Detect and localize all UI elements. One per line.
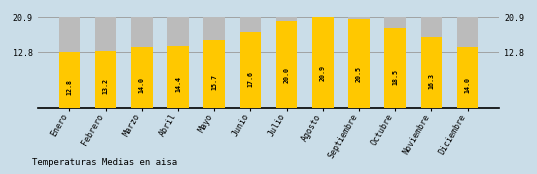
Bar (275, 21, 297, 108)
Text: 15.7: 15.7 (211, 74, 217, 90)
Bar (59, 17, 81, 108)
Text: 14.4: 14.4 (175, 76, 181, 92)
Bar (204, 17, 225, 108)
Bar (348, 17, 370, 108)
Text: 20.9: 20.9 (320, 65, 326, 81)
Bar (240, 17, 262, 108)
Bar (384, 28, 406, 108)
Text: 16.3: 16.3 (429, 73, 434, 89)
Text: 12.8: 12.8 (67, 79, 72, 95)
Bar (131, 17, 153, 108)
Bar (312, 17, 333, 108)
Text: 20.0: 20.0 (284, 67, 289, 83)
Text: 14.0: 14.0 (139, 77, 145, 93)
Bar (312, 17, 333, 108)
Bar (420, 17, 442, 108)
Bar (167, 17, 189, 108)
Bar (240, 32, 262, 108)
Bar (131, 47, 153, 108)
Bar (456, 17, 478, 108)
Bar (95, 51, 117, 108)
Text: 14.0: 14.0 (465, 77, 470, 93)
Bar (384, 17, 406, 108)
Text: 18.5: 18.5 (392, 69, 398, 85)
Bar (204, 40, 225, 108)
Bar (420, 37, 442, 108)
Bar (95, 17, 117, 108)
Text: Temperaturas Medias en aisa: Temperaturas Medias en aisa (32, 158, 177, 167)
Bar (167, 46, 189, 108)
Bar (59, 53, 81, 108)
Text: 13.2: 13.2 (103, 78, 108, 94)
Text: 17.6: 17.6 (248, 71, 253, 87)
Bar (275, 17, 297, 108)
Text: 20.5: 20.5 (356, 66, 362, 82)
Bar (456, 47, 478, 108)
Bar (348, 19, 370, 108)
